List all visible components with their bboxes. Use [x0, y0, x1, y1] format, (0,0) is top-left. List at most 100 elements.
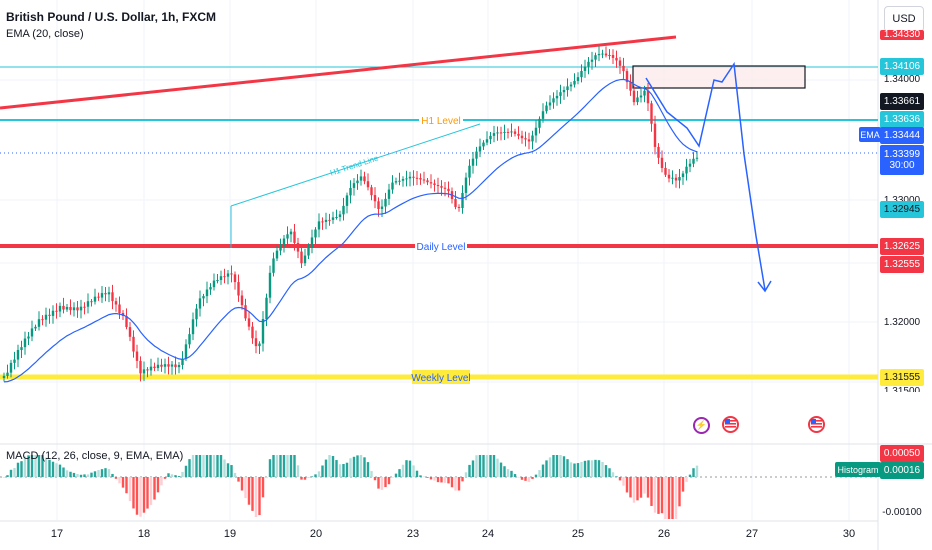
price-tick-1: 1.32000 — [883, 317, 921, 328]
candle-body — [163, 364, 167, 367]
macd-bar — [604, 465, 608, 477]
macd-bar — [153, 477, 156, 500]
candle-body — [398, 180, 401, 182]
macd-bar — [520, 477, 524, 480]
macd-bar — [240, 477, 244, 491]
candle-body — [314, 229, 317, 238]
macd-bar — [611, 472, 615, 477]
candle-body — [349, 187, 352, 196]
candle-body — [51, 310, 55, 316]
candle-body — [464, 177, 468, 193]
candle-body — [412, 176, 415, 178]
macd-bar — [209, 455, 212, 477]
macd-indicator-label[interactable]: MACD (12, 26, close, 9, EMA, EMA) — [6, 450, 184, 462]
candle-body — [27, 336, 30, 339]
macd-bar — [524, 477, 527, 481]
candle-body — [454, 199, 457, 207]
macd-bar — [597, 460, 601, 477]
candle-body — [366, 181, 370, 188]
ema-indicator-label[interactable]: EMA (20, close) — [6, 28, 84, 40]
macd-bar — [580, 461, 583, 477]
price-label-weekly-below: 1.31500 — [883, 386, 921, 392]
candle-body — [205, 289, 209, 297]
price-label-weekly-level: 1.31555 — [880, 369, 924, 386]
candle-body — [195, 308, 198, 320]
candle-body — [489, 135, 492, 140]
candle-body — [370, 187, 373, 196]
candle-body — [401, 179, 405, 181]
macd-bar — [401, 464, 405, 477]
macd-bar — [475, 455, 478, 477]
candle-body — [632, 90, 636, 103]
time-label-18: 18 — [137, 528, 151, 540]
macd-bar — [573, 463, 576, 477]
candle-body — [443, 187, 447, 189]
candle-body — [209, 287, 212, 290]
candle-body — [538, 118, 541, 128]
macd-bar — [272, 455, 275, 477]
macd-bar — [300, 477, 303, 480]
macd-bar — [216, 455, 219, 477]
candle-body — [97, 296, 100, 298]
candle-body — [76, 307, 79, 311]
candle-body — [317, 221, 321, 230]
macd-bar — [674, 477, 678, 519]
candle-body — [643, 90, 646, 96]
currency-button[interactable]: USD — [884, 6, 924, 32]
candle-body — [510, 131, 513, 133]
macd-bar — [27, 455, 30, 477]
macd-bar — [380, 477, 384, 490]
macd-bar — [384, 477, 387, 488]
macd-bar — [643, 477, 646, 494]
macd-bar — [685, 477, 688, 482]
candle-body — [328, 219, 331, 221]
candle-body — [177, 365, 181, 368]
macd-bar — [181, 471, 184, 477]
macd-bar — [517, 476, 520, 478]
macd-bar — [415, 470, 419, 477]
macd-bar — [321, 465, 324, 477]
candle-body — [405, 178, 408, 180]
candle-body — [506, 131, 510, 133]
candle-body — [590, 59, 594, 62]
candle-body — [226, 273, 230, 277]
macd-bar — [268, 459, 272, 477]
candle-body — [461, 192, 464, 208]
macd-bar — [128, 477, 132, 502]
macd-bar — [37, 455, 41, 477]
macd-bar — [405, 460, 408, 477]
h1-level-label: H1 Level — [421, 116, 460, 127]
flash-event-icon[interactable]: ⚡ — [693, 417, 710, 434]
candle-body — [198, 298, 202, 309]
candle-body — [580, 70, 583, 78]
candle-body — [513, 131, 517, 134]
candle-body — [135, 351, 139, 361]
macd-bar — [342, 464, 345, 477]
us-flag-event-icon-2[interactable] — [808, 416, 825, 433]
ema-line — [3, 78, 698, 383]
symbol-title[interactable]: British Pound / U.S. Dollar, 1h, FXCM — [6, 10, 217, 24]
horizontal-gridlines — [0, 79, 878, 383]
candle-body — [184, 344, 188, 359]
candle-body — [688, 163, 692, 167]
time-label-19: 19 — [223, 528, 237, 540]
macd-bar — [79, 474, 83, 477]
macd-bar — [58, 464, 62, 477]
candle-body — [254, 338, 258, 347]
candle-body — [181, 358, 184, 366]
candle-body — [429, 182, 433, 184]
candle-body — [583, 66, 587, 71]
us-flag-event-icon[interactable] — [722, 416, 739, 433]
macd-bar — [562, 456, 566, 477]
macd-bar — [48, 459, 51, 477]
candle-body — [338, 214, 342, 218]
macd-bar — [363, 457, 366, 477]
macd-bar — [205, 455, 209, 477]
candle-body — [240, 295, 244, 306]
macd-bar — [447, 477, 450, 484]
macd-bar — [69, 471, 72, 477]
macd-bar — [489, 455, 492, 477]
candle-body — [303, 255, 307, 264]
macd-bar — [681, 477, 685, 492]
